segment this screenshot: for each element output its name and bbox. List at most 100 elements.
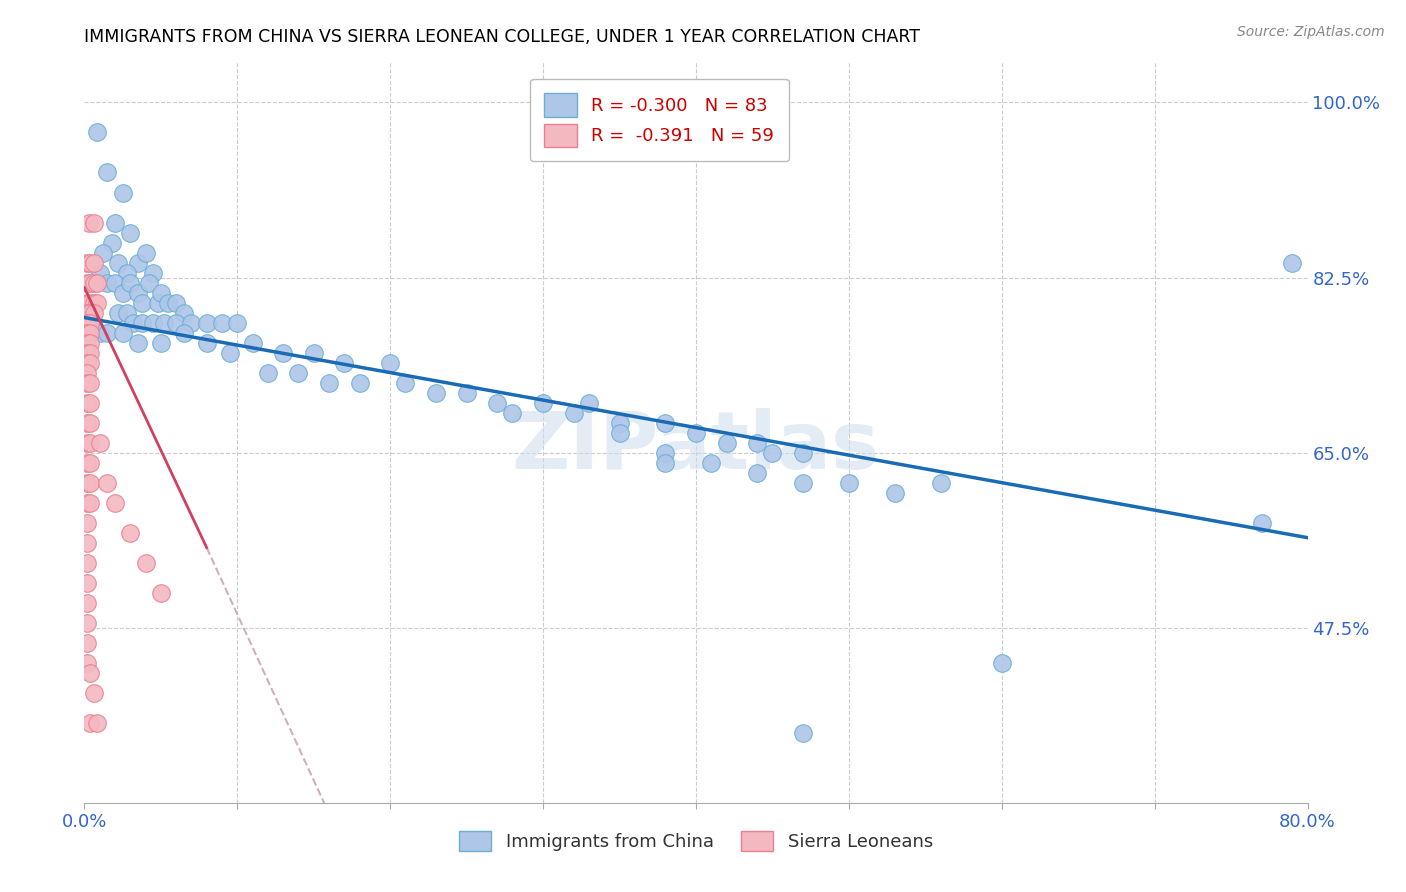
Point — [107, 305, 129, 319]
Point — [104, 276, 127, 290]
Point — [257, 366, 280, 380]
Point — [79, 355, 101, 369]
Point — [716, 435, 738, 450]
Point — [218, 345, 240, 359]
Point — [685, 425, 707, 440]
Point — [86, 715, 108, 730]
Point — [318, 376, 340, 390]
Point — [76, 316, 98, 330]
Point — [654, 456, 676, 470]
Point — [79, 316, 101, 330]
Point — [76, 475, 98, 490]
Point — [79, 295, 101, 310]
Text: IMMIGRANTS FROM CHINA VS SIERRA LEONEAN COLLEGE, UNDER 1 YEAR CORRELATION CHART: IMMIGRANTS FROM CHINA VS SIERRA LEONEAN … — [84, 28, 921, 45]
Text: ZIPatlas: ZIPatlas — [512, 409, 880, 486]
Point — [79, 416, 101, 430]
Point — [531, 395, 554, 409]
Point — [76, 305, 98, 319]
Point — [562, 406, 585, 420]
Point — [609, 425, 631, 440]
Point — [79, 456, 101, 470]
Point — [195, 335, 218, 350]
Point — [149, 285, 172, 300]
Point — [142, 266, 165, 280]
Point — [83, 305, 105, 319]
Point — [456, 385, 478, 400]
Point — [76, 435, 98, 450]
Point — [394, 376, 416, 390]
Point — [76, 615, 98, 630]
Point — [96, 276, 118, 290]
Point — [79, 715, 101, 730]
Point — [654, 445, 676, 459]
Point — [153, 316, 176, 330]
Point — [79, 496, 101, 510]
Point — [271, 345, 294, 359]
Point — [76, 516, 98, 530]
Point — [79, 475, 101, 490]
Point — [883, 485, 905, 500]
Point — [76, 345, 98, 359]
Legend: Immigrants from China, Sierra Leoneans: Immigrants from China, Sierra Leoneans — [450, 822, 942, 861]
Point — [929, 475, 952, 490]
Point — [131, 295, 153, 310]
Point — [96, 165, 118, 179]
Point — [79, 305, 101, 319]
Point — [83, 255, 105, 269]
Point — [76, 355, 98, 369]
Point — [131, 316, 153, 330]
Point — [135, 245, 157, 260]
Point — [79, 276, 101, 290]
Point — [792, 725, 814, 739]
Point — [83, 686, 105, 700]
Point — [127, 335, 149, 350]
Y-axis label: College, Under 1 year: College, Under 1 year — [0, 342, 8, 524]
Point — [502, 406, 524, 420]
Point — [83, 276, 105, 290]
Point — [76, 376, 98, 390]
Point — [173, 326, 195, 340]
Point — [96, 326, 118, 340]
Point — [609, 416, 631, 430]
Point — [76, 295, 98, 310]
Point — [111, 285, 134, 300]
Point — [76, 456, 98, 470]
Point — [83, 295, 105, 310]
Point — [138, 276, 160, 290]
Point — [76, 596, 98, 610]
Point — [76, 276, 98, 290]
Point — [180, 316, 202, 330]
Point — [96, 475, 118, 490]
Point — [76, 535, 98, 549]
Point — [1281, 255, 1303, 269]
Point — [104, 496, 127, 510]
Point — [76, 395, 98, 409]
Point — [86, 295, 108, 310]
Point — [79, 435, 101, 450]
Point — [76, 255, 98, 269]
Point — [149, 335, 172, 350]
Point — [792, 445, 814, 459]
Text: Source: ZipAtlas.com: Source: ZipAtlas.com — [1237, 25, 1385, 39]
Point — [195, 316, 218, 330]
Point — [226, 316, 249, 330]
Point — [761, 445, 783, 459]
Point — [80, 316, 103, 330]
Point — [838, 475, 860, 490]
Point — [76, 335, 98, 350]
Point — [991, 656, 1014, 670]
Point — [486, 395, 509, 409]
Point — [76, 656, 98, 670]
Point — [91, 245, 114, 260]
Point — [79, 345, 101, 359]
Point — [700, 456, 723, 470]
Point — [76, 416, 98, 430]
Point — [349, 376, 371, 390]
Point — [120, 226, 142, 240]
Point — [135, 556, 157, 570]
Point — [89, 266, 111, 280]
Point — [578, 395, 600, 409]
Point — [76, 496, 98, 510]
Point — [76, 326, 98, 340]
Point — [747, 435, 769, 450]
